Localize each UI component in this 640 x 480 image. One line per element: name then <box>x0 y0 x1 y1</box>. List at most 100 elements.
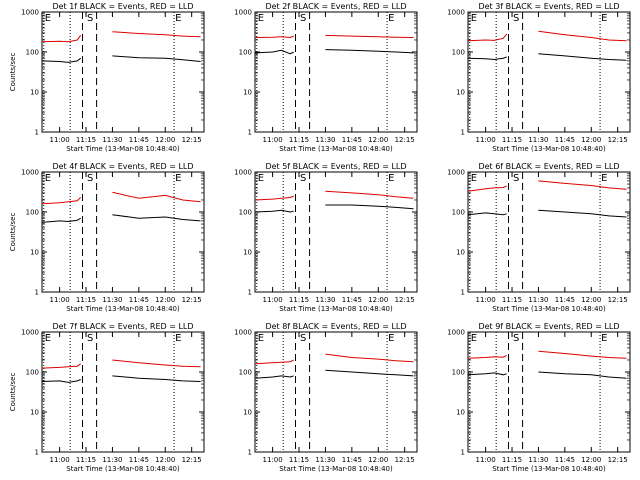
x-tick-label: 11:30 <box>102 456 122 464</box>
series-events-line <box>41 214 201 223</box>
x-tick-label: 11:30 <box>528 136 548 144</box>
x-tick-label: 11:30 <box>315 456 335 464</box>
series-events-line <box>467 53 627 61</box>
series-events-line <box>467 371 627 379</box>
marker-label: E <box>471 173 477 184</box>
series-events-line <box>254 49 414 55</box>
y-tick-label: 1000 <box>21 9 39 17</box>
y-tick-label: 100 <box>239 369 252 377</box>
chart-panel-8: Det 8f BLACK = Events, RED = LLD 1 10 100 10… <box>234 322 418 473</box>
series-lld-line <box>41 191 201 205</box>
y-tick-label: 100 <box>239 49 252 57</box>
x-axis-label: Start Time (13-Mar-08 10:48:40) <box>492 465 606 473</box>
chart-panel-1: Det 1f BLACK = Events, RED = LLD 1 10 100 10… <box>9 2 205 153</box>
y-tick-label: 1 <box>35 129 39 137</box>
chart-title: Det 7f BLACK = Events, RED = LLD <box>52 322 193 331</box>
chart-title: Det 5f BLACK = Events, RED = LLD <box>265 162 406 171</box>
marker-label: S <box>87 333 93 344</box>
y-tick-label: 1000 <box>234 169 252 177</box>
y-tick-label: 1000 <box>234 9 252 17</box>
y-axis-label: Counts/sec <box>9 53 17 92</box>
x-tick-label: 11:00 <box>476 296 496 304</box>
x-axis-label: Start Time (13-Mar-08 10:48:40) <box>66 465 180 473</box>
x-tick-label: 11:00 <box>476 456 496 464</box>
x-axis-label: Start Time (13-Mar-08 10:48:40) <box>66 145 180 153</box>
x-axis-label: Start Time (13-Mar-08 10:48:40) <box>279 145 393 153</box>
x-tick-label: 11:45 <box>342 296 362 304</box>
x-axis-label: Start Time (13-Mar-08 10:48:40) <box>279 305 393 313</box>
x-tick-label: 11:00 <box>263 456 283 464</box>
chart-title: Det 2f BLACK = Events, RED = LLD <box>265 2 406 11</box>
y-tick-label: 10 <box>30 409 39 417</box>
marker-label: E <box>258 13 264 24</box>
chart-panel-5: Det 5f BLACK = Events, RED = LLD 1 10 100 10… <box>234 162 418 313</box>
marker-label: S <box>300 333 306 344</box>
y-tick-label: 1000 <box>447 9 465 17</box>
marker-label: S <box>513 173 519 184</box>
chart-panel-6: Det 6f BLACK = Events, RED = LLD 1 10 100 10… <box>447 162 631 313</box>
y-tick-label: 100 <box>452 49 465 57</box>
chart-panel-4: Det 4f BLACK = Events, RED = LLD 1 10 100 10… <box>9 162 205 313</box>
chart-title: Det 4f BLACK = Events, RED = LLD <box>52 162 193 171</box>
marker-label: E <box>601 13 607 24</box>
plot-frame <box>41 331 205 453</box>
x-axis-label: Start Time (13-Mar-08 10:48:40) <box>279 465 393 473</box>
y-tick-label: 100 <box>26 209 39 217</box>
marker-label: S <box>300 13 306 24</box>
x-tick-label: 11:45 <box>342 136 362 144</box>
plot-frame <box>41 171 205 293</box>
x-tick-label: 11:00 <box>50 296 70 304</box>
marker-label: E <box>45 333 51 344</box>
chart-title: Det 8f BLACK = Events, RED = LLD <box>265 322 406 331</box>
x-tick-label: 11:15 <box>289 456 309 464</box>
series-lld-line <box>467 180 627 192</box>
y-tick-label: 1 <box>35 289 39 297</box>
marker-label: S <box>300 173 306 184</box>
plot-frame <box>254 171 418 293</box>
y-tick-label: 100 <box>452 209 465 217</box>
x-tick-label: 12:15 <box>395 456 415 464</box>
x-tick-label: 11:00 <box>50 136 70 144</box>
marker-label: E <box>258 173 264 184</box>
series-events-line <box>254 204 414 213</box>
x-axis-label: Start Time (13-Mar-08 10:48:40) <box>492 145 606 153</box>
y-tick-label: 10 <box>456 89 465 97</box>
x-tick-label: 11:15 <box>289 296 309 304</box>
y-tick-label: 1000 <box>447 169 465 177</box>
x-tick-label: 11:15 <box>502 296 522 304</box>
x-tick-label: 11:30 <box>315 296 335 304</box>
y-tick-label: 1 <box>248 289 252 297</box>
x-tick-label: 11:45 <box>129 136 149 144</box>
marker-label: E <box>175 333 181 344</box>
marker-label: E <box>601 173 607 184</box>
x-tick-label: 11:45 <box>555 296 575 304</box>
y-tick-label: 1000 <box>234 329 252 337</box>
y-tick-label: 10 <box>456 409 465 417</box>
marker-label: E <box>388 13 394 24</box>
chart-title: Det 3f BLACK = Events, RED = LLD <box>478 2 619 11</box>
x-tick-label: 12:15 <box>608 136 628 144</box>
chart-panel-7: Det 7f BLACK = Events, RED = LLD 1 10 100 10… <box>9 322 205 473</box>
x-tick-label: 11:30 <box>102 296 122 304</box>
chart-panel-3: Det 3f BLACK = Events, RED = LLD 1 10 100 10… <box>447 2 631 153</box>
series-events-line <box>467 209 627 218</box>
plot-frame <box>467 171 631 293</box>
marker-label: S <box>87 13 93 24</box>
x-tick-label: 12:00 <box>581 296 601 304</box>
x-tick-label: 11:45 <box>129 456 149 464</box>
series-lld-line <box>41 359 201 369</box>
x-tick-label: 11:45 <box>555 456 575 464</box>
series-lld-line <box>254 353 414 365</box>
x-tick-label: 11:30 <box>528 296 548 304</box>
x-tick-label: 12:00 <box>581 136 601 144</box>
y-tick-label: 1 <box>461 289 465 297</box>
plot-frame <box>467 11 631 133</box>
marker-label: E <box>175 13 181 24</box>
x-tick-label: 12:00 <box>368 136 388 144</box>
x-tick-label: 11:15 <box>289 136 309 144</box>
y-tick-label: 1000 <box>21 169 39 177</box>
x-tick-label: 12:00 <box>155 456 175 464</box>
x-tick-label: 11:30 <box>315 136 335 144</box>
x-tick-label: 11:45 <box>555 136 575 144</box>
